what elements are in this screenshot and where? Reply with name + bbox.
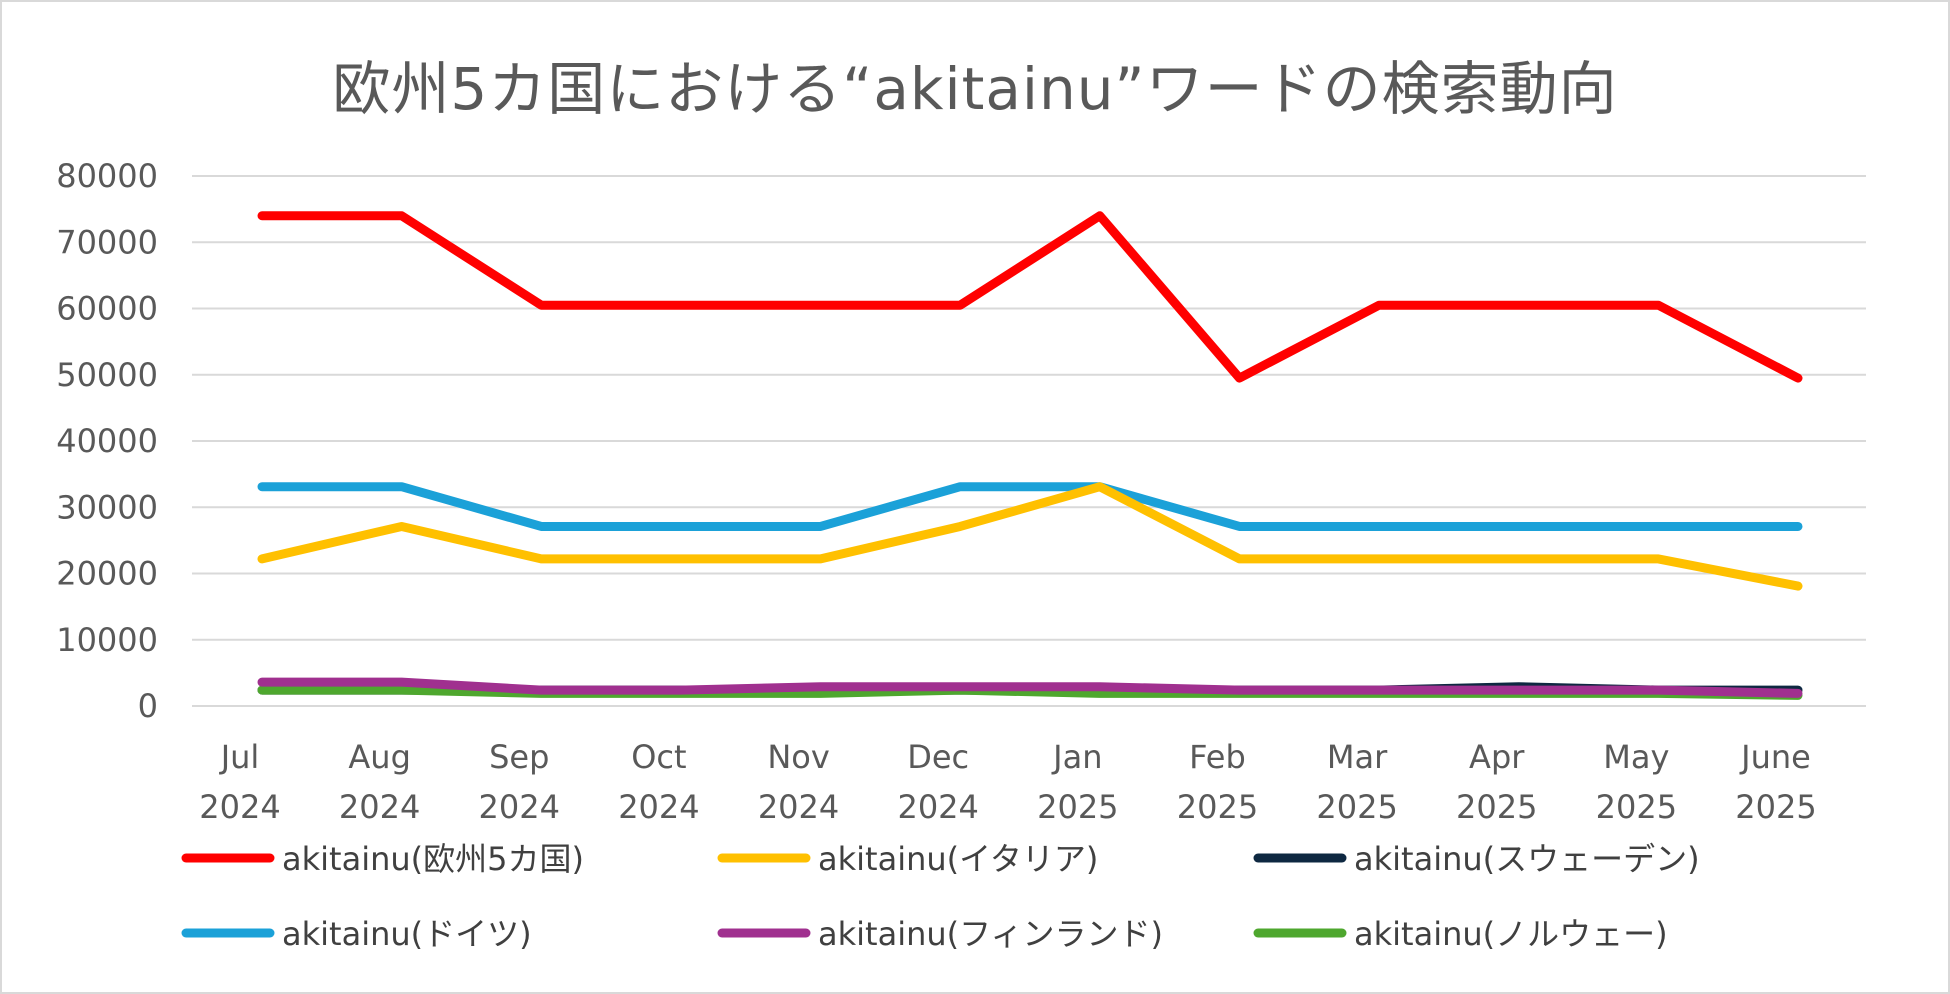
gridlines [192, 175, 1866, 707]
legend-label: akitainu(イタリア) [818, 840, 1098, 878]
y-tick-label: 20000 [56, 555, 158, 593]
x-axis-ticks: Jul 2024 Aug 2024 Sep 2024 Oct 2024 Nov 2024 Dec 20… [199, 738, 1816, 826]
x-tick-label: Oct 2024 [618, 738, 699, 826]
x-tick-label: Dec 2024 [897, 738, 978, 826]
series-line [257, 211, 1803, 383]
y-axis-ticks: 0 10000 20000 30000 40000 50000 60000 70000 8000… [56, 157, 158, 725]
y-tick-label: 0 [138, 687, 158, 725]
x-tick-label: Apr 2025 [1456, 738, 1537, 826]
x-tick-label: Jul 2024 [199, 738, 280, 826]
y-tick-label: 50000 [56, 356, 158, 394]
legend-label: akitainu(スウェーデン) [1354, 840, 1700, 878]
series-line [257, 482, 1803, 531]
x-tick-label: Sep 2024 [479, 738, 560, 826]
x-tick-label: May 2025 [1596, 738, 1677, 826]
legend-item: akitainu(スウェーデン) [1253, 840, 1700, 878]
y-tick-label: 80000 [56, 157, 158, 195]
legend-item: akitainu(フィンランド) [717, 915, 1163, 953]
legend-item: akitainu(ノルウェー) [1253, 915, 1668, 953]
legend-label: akitainu(ドイツ) [282, 915, 532, 953]
series-lines [257, 211, 1803, 700]
y-tick-label: 60000 [56, 290, 158, 328]
series-line [257, 677, 1803, 698]
legend-label: akitainu(フィンランド) [818, 915, 1163, 953]
y-tick-label: 30000 [56, 488, 158, 526]
legend-item: akitainu(欧州5カ国) [181, 840, 584, 878]
legend-label: akitainu(欧州5カ国) [282, 840, 584, 878]
x-tick-label: June 2025 [1735, 738, 1816, 826]
x-tick-label: Aug 2024 [339, 738, 420, 826]
y-tick-label: 70000 [56, 223, 158, 261]
x-tick-label: Nov 2024 [758, 738, 839, 826]
chart-title: 欧州5カ国における“akitainu”ワードの検索動向 [332, 55, 1618, 123]
y-tick-label: 10000 [56, 621, 158, 659]
legend: akitainu(欧州5カ国) akitainu(イタリア) akitainu(スウ… [181, 840, 1700, 953]
legend-label: akitainu(ノルウェー) [1354, 915, 1668, 953]
x-tick-label: Jan 2025 [1037, 738, 1118, 826]
x-tick-label: Mar 2025 [1316, 738, 1397, 826]
legend-item: akitainu(ドイツ) [181, 915, 532, 953]
y-tick-label: 40000 [56, 422, 158, 460]
series-line [257, 482, 1803, 591]
legend-item: akitainu(イタリア) [717, 840, 1098, 878]
x-tick-label: Feb 2025 [1177, 738, 1258, 826]
